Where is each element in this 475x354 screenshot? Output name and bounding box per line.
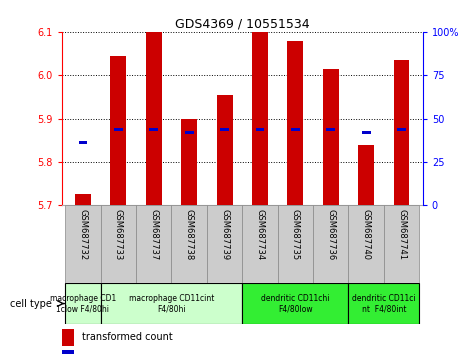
Bar bbox=[217, 95, 233, 205]
Bar bbox=[220, 128, 229, 131]
Bar bbox=[149, 128, 158, 131]
Bar bbox=[78, 141, 87, 144]
Bar bbox=[252, 32, 268, 205]
Bar bbox=[62, 350, 75, 354]
Text: dendritic CD11ci
nt  F4/80int: dendritic CD11ci nt F4/80int bbox=[352, 294, 416, 313]
Bar bbox=[62, 329, 75, 346]
Bar bbox=[394, 60, 409, 205]
Text: GSM687741: GSM687741 bbox=[397, 209, 406, 260]
Text: macrophage CD11cint
F4/80hi: macrophage CD11cint F4/80hi bbox=[129, 294, 214, 313]
Bar bbox=[326, 128, 335, 131]
Bar bbox=[323, 69, 339, 205]
Bar bbox=[278, 205, 313, 283]
Bar bbox=[101, 205, 136, 283]
Bar bbox=[361, 131, 371, 134]
Bar bbox=[287, 41, 304, 205]
Bar bbox=[65, 283, 101, 324]
Text: dendritic CD11chi
F4/80low: dendritic CD11chi F4/80low bbox=[261, 294, 330, 313]
Bar bbox=[75, 194, 91, 205]
Bar bbox=[397, 128, 406, 131]
Bar bbox=[101, 283, 242, 324]
Bar bbox=[185, 131, 194, 134]
Bar bbox=[384, 205, 419, 283]
Bar bbox=[291, 128, 300, 131]
Bar bbox=[313, 205, 349, 283]
Title: GDS4369 / 10551534: GDS4369 / 10551534 bbox=[175, 18, 310, 31]
Text: GSM687737: GSM687737 bbox=[149, 209, 158, 261]
Bar bbox=[110, 56, 126, 205]
Text: GSM687734: GSM687734 bbox=[256, 209, 265, 260]
Text: GSM687733: GSM687733 bbox=[114, 209, 123, 261]
Text: GSM687732: GSM687732 bbox=[78, 209, 87, 260]
Text: GSM687740: GSM687740 bbox=[361, 209, 371, 260]
Bar bbox=[146, 32, 162, 205]
Bar bbox=[207, 205, 242, 283]
Text: macrophage CD1
1clow F4/80hi: macrophage CD1 1clow F4/80hi bbox=[50, 294, 116, 313]
Bar bbox=[349, 283, 419, 324]
Bar bbox=[358, 145, 374, 205]
Text: transformed count: transformed count bbox=[82, 332, 172, 342]
Bar bbox=[242, 205, 278, 283]
Bar bbox=[171, 205, 207, 283]
Bar bbox=[242, 283, 349, 324]
Bar bbox=[256, 128, 265, 131]
Bar bbox=[349, 205, 384, 283]
Bar bbox=[181, 119, 197, 205]
Bar bbox=[65, 205, 101, 283]
Text: GSM687739: GSM687739 bbox=[220, 209, 229, 260]
Bar bbox=[114, 128, 123, 131]
Text: GSM687738: GSM687738 bbox=[185, 209, 194, 261]
Text: GSM687735: GSM687735 bbox=[291, 209, 300, 260]
Text: GSM687736: GSM687736 bbox=[326, 209, 335, 261]
Bar bbox=[136, 205, 171, 283]
Text: cell type: cell type bbox=[10, 298, 52, 309]
